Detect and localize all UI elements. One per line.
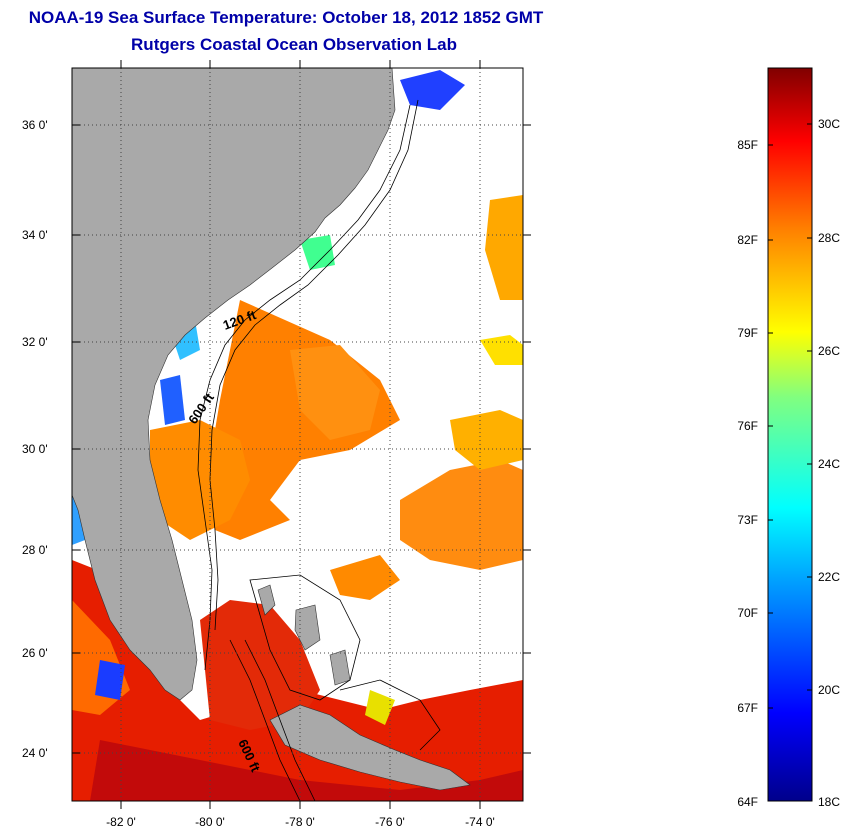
colorbar-label-73f: 73F (737, 513, 758, 527)
colorbar-label-18c: 18C (818, 795, 841, 809)
colorbar-label-64f: 64F (737, 795, 758, 809)
colorbar (767, 67, 813, 802)
sst-patches (72, 70, 523, 801)
colorbar-label-76f: 76F (737, 419, 758, 433)
lat-label-26: 26 0' (22, 646, 48, 660)
lon-label-74: -74 0' (465, 815, 495, 829)
colorbar-label-28c: 28C (818, 231, 841, 245)
lat-label-34: 34 0' (22, 228, 48, 242)
axis-ticks (72, 60, 531, 809)
colorbar-label-79f: 79F (737, 326, 758, 340)
colorbar-label-30c: 30C (818, 117, 841, 131)
bathymetry-contours (197, 99, 441, 801)
lon-label-80: -80 0' (195, 815, 225, 829)
lat-label-32: 32 0' (22, 335, 48, 349)
colorbar-ticks (768, 123, 812, 709)
map-subtitle: Rutgers Coastal Ocean Observation Lab (131, 35, 457, 54)
land-cuba (269, 704, 471, 791)
lon-label-78: -78 0' (285, 815, 315, 829)
lat-label-36: 36 0' (22, 118, 48, 132)
colorbar-label-26c: 26C (818, 344, 841, 358)
colorbar-label-85f: 85F (737, 138, 758, 152)
colorbar-label-70f: 70F (737, 606, 758, 620)
lon-label-82: -82 0' (106, 815, 136, 829)
lat-label-28: 28 0' (22, 543, 48, 557)
colorbar-label-82f: 82F (737, 233, 758, 247)
lon-label-76: -76 0' (375, 815, 405, 829)
land-southeast-us (72, 68, 396, 701)
colorbar-label-20c: 20C (818, 683, 841, 697)
map-title: NOAA-19 Sea Surface Temperature: October… (28, 8, 544, 27)
colorbar-label-22c: 22C (818, 570, 841, 584)
colorbar-label-67f: 67F (737, 701, 758, 715)
lat-label-24: 24 0' (22, 746, 48, 760)
lat-label-30: 30 0' (22, 442, 48, 456)
map-area: 120 ft 600 ft 600 ft (72, 68, 523, 801)
map-frame (71, 67, 524, 802)
colorbar-label-24c: 24C (818, 457, 841, 471)
